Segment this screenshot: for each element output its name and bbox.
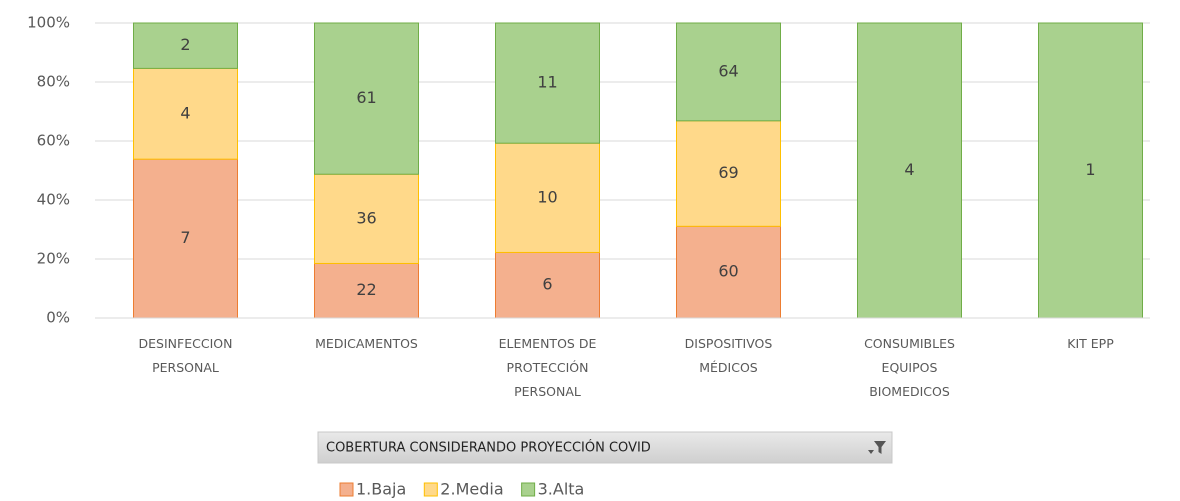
- data-label: 4: [904, 160, 914, 179]
- legend-label: 3.Alta: [538, 480, 585, 499]
- bar-segment: [1038, 22, 1143, 319]
- y-tick-label: 100%: [27, 14, 70, 32]
- y-tick-label: 20%: [37, 250, 70, 268]
- bar-segment: [495, 251, 600, 319]
- x-tick-label: KIT EPP: [1067, 336, 1114, 351]
- y-tick-label: 60%: [37, 132, 70, 150]
- data-label: 4: [180, 103, 190, 122]
- data-label: 6: [542, 275, 552, 294]
- bar-segment: [495, 22, 600, 144]
- data-label: 60: [718, 262, 738, 281]
- legend-swatch: [521, 482, 536, 497]
- bar-segment: [857, 22, 962, 319]
- field-button[interactable]: [317, 431, 893, 464]
- y-tick-label: 0%: [46, 309, 70, 327]
- data-label: 22: [356, 280, 376, 299]
- bar-segment: [676, 22, 781, 122]
- bar-segment: [676, 225, 781, 319]
- data-label: 36: [356, 208, 376, 227]
- legend-label: 1.Baja: [356, 480, 406, 499]
- data-label: 61: [356, 88, 376, 107]
- data-label: 2: [180, 35, 190, 54]
- bar-segment: [133, 67, 238, 160]
- x-tick-label: MEDICAMENTOS: [315, 336, 418, 351]
- data-label: 11: [537, 73, 557, 92]
- data-label: 1: [1085, 160, 1095, 179]
- x-tick-label: DISPOSITIVOS MÉDICOS: [685, 336, 773, 375]
- legend-label: 2.Media: [440, 480, 503, 499]
- data-label: 7: [180, 228, 190, 247]
- bar-segment: [314, 173, 419, 264]
- bar-segment: [314, 22, 419, 175]
- legend-swatch: [423, 482, 438, 497]
- bar-segment: [133, 22, 238, 69]
- x-tick-label: DESINFECCION PERSONAL: [139, 336, 233, 375]
- x-tick-label: CONSUMIBLES EQUIPOS BIOMEDICOS: [864, 336, 955, 399]
- x-tick-label: ELEMENTOS DE PROTECCIÓN PERSONAL: [499, 336, 597, 399]
- data-label: 64: [718, 61, 738, 80]
- legend-swatch: [339, 482, 354, 497]
- y-tick-label: 80%: [37, 73, 70, 91]
- filter-icon[interactable]: [868, 441, 886, 454]
- field-button-label: COBERTURA CONSIDERANDO PROYECCIÓN COVID: [326, 440, 651, 456]
- bar-segment: [495, 142, 600, 253]
- bar-segment: [133, 158, 238, 319]
- data-label: 69: [718, 163, 738, 182]
- y-tick-label: 40%: [37, 191, 70, 209]
- data-label: 10: [537, 187, 557, 206]
- bar-segment: [676, 120, 781, 227]
- bar-segment: [314, 262, 419, 319]
